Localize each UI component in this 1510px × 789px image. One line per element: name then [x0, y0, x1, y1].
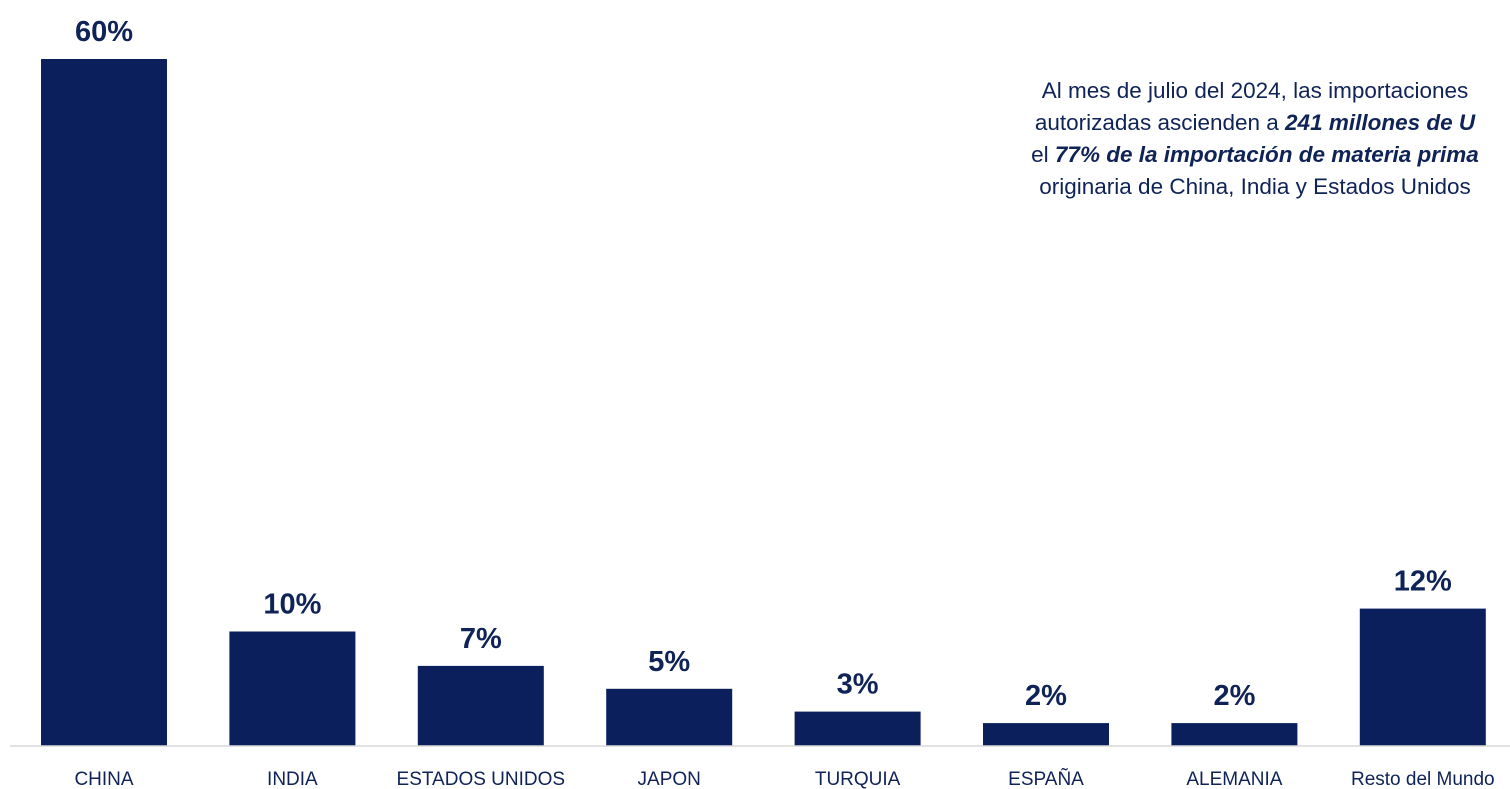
bar-españa: [983, 723, 1109, 746]
data-label-turquia: 3%: [837, 669, 879, 701]
chart-annotation: Al mes de julio del 2024, las importacio…: [905, 75, 1510, 203]
category-label-turquia: TURQUIA: [815, 769, 901, 789]
category-label-estados-unidos: ESTADOS UNIDOS: [397, 769, 566, 789]
data-label-india: 10%: [263, 589, 321, 621]
category-label-alemania: ALEMANIA: [1186, 769, 1282, 789]
data-label-alemania: 2%: [1213, 680, 1255, 712]
annotation-line-1: Al mes de julio del 2024, las importacio…: [1041, 78, 1469, 103]
category-label-china: CHINA: [74, 769, 133, 789]
data-label-resto-del-mundo: 12%: [1394, 566, 1452, 598]
annotation-line-2: autorizadas ascienden a 241 millones de …: [905, 107, 1510, 139]
annotation-line-3-text: el: [1031, 142, 1055, 167]
data-label-china: 60%: [75, 16, 133, 48]
category-label-españa: ESPAÑA: [1008, 768, 1084, 789]
data-label-japon: 5%: [648, 646, 690, 678]
bar-india: [229, 631, 356, 746]
bar-resto-del-mundo: [1359, 608, 1486, 746]
bar-alemania: [1171, 723, 1298, 746]
bar-estados-unidos: [417, 665, 544, 746]
labels-layer: 60% 10% 7% 5% 3% 2% 2% 12%: [75, 16, 1452, 712]
annotation-line-3: el 77% de la importación de materia prim…: [905, 139, 1510, 171]
annotation-line-4: originaria de China, India y Estados Uni…: [1039, 174, 1471, 199]
bar-china: [41, 59, 167, 746]
bar-turquia: [794, 711, 921, 746]
data-label-estados-unidos: 7%: [460, 623, 502, 655]
annotation-highlight-share: 77% de la importación de materia prima: [1054, 142, 1479, 167]
annotation-highlight-amount: 241 millones de U: [1285, 110, 1476, 135]
data-label-españa: 2%: [1025, 680, 1067, 712]
category-label-india: INDIA: [267, 769, 318, 789]
bars-layer: [41, 59, 1486, 747]
category-labels-layer: CHINA INDIA ESTADOS UNIDOS JAPON TURQUIA ESPA…: [74, 768, 1494, 789]
bar-japon: [606, 688, 733, 747]
category-label-resto-del-mundo: Resto del Mundo: [1351, 769, 1495, 789]
annotation-line-2-text: autorizadas ascienden a: [1034, 110, 1286, 135]
category-label-japon: JAPON: [638, 769, 701, 789]
